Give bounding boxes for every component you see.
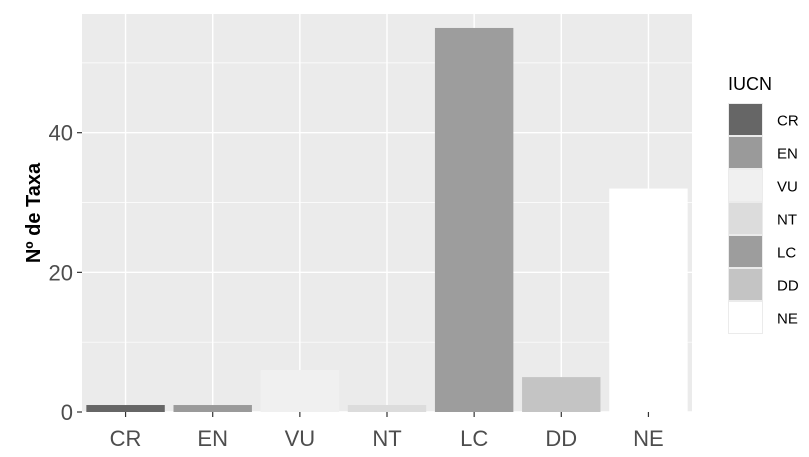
legend-label-nt: NT <box>777 212 797 229</box>
bar-ne <box>609 188 688 412</box>
legend: IUCN CR EN VU NT LC DD NE <box>728 74 799 334</box>
bar-en <box>173 405 252 412</box>
bar-cr <box>86 405 165 412</box>
legend-swatch-nt <box>729 203 762 234</box>
x-axis: CR EN VU NT LC DD NE <box>110 412 664 451</box>
x-tick-label: CR <box>110 426 142 451</box>
y-tick-label: 0 <box>61 400 73 425</box>
x-tick-label: NE <box>633 426 664 451</box>
x-tick-label: NT <box>372 426 401 451</box>
legend-label-vu: VU <box>777 179 798 196</box>
legend-label-lc: LC <box>777 245 796 262</box>
legend-label-en: EN <box>777 146 798 163</box>
legend-title: IUCN <box>728 74 772 94</box>
bar-dd <box>522 377 601 412</box>
x-tick-label: LC <box>460 426 488 451</box>
legend-swatch-en <box>729 137 762 168</box>
legend-swatch-lc <box>729 236 762 267</box>
legend-label-ne: NE <box>777 311 798 328</box>
bar-nt <box>347 405 427 412</box>
legend-label-dd: DD <box>777 278 799 295</box>
legend-label-cr: CR <box>777 113 799 130</box>
x-tick-label: DD <box>545 426 577 451</box>
legend-swatch-dd <box>729 269 762 300</box>
x-tick-label: VU <box>285 426 316 451</box>
y-tick-label: 20 <box>49 260 73 285</box>
y-axis-title: Nº de Taxa <box>23 162 45 263</box>
y-tick-label: 40 <box>49 121 73 146</box>
legend-swatch-ne <box>729 302 762 333</box>
legend-swatch-cr <box>729 104 762 135</box>
y-axis: 0 20 40 <box>49 121 82 425</box>
x-tick-label: EN <box>197 426 228 451</box>
bars <box>86 27 688 413</box>
bar-lc <box>434 27 514 413</box>
legend-swatch-vu <box>729 170 762 201</box>
bar-vu <box>260 370 340 412</box>
